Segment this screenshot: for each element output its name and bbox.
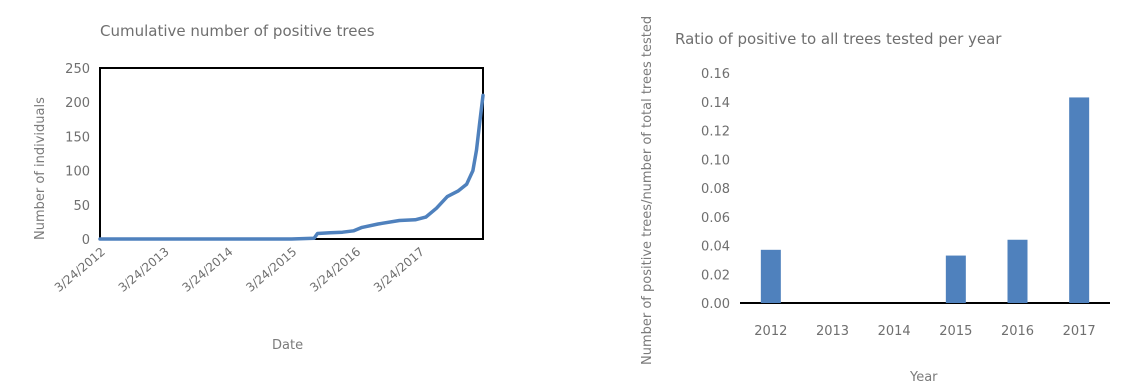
bar-2015 [945, 255, 966, 303]
bar-chart-canvas: 0.00 0.02 0.04 0.06 0.08 0.10 0.12 0.14 0.16 2012… [701, 67, 1110, 339]
y-tick-label: 0.14 [701, 96, 730, 111]
y-tick-label: 0 [82, 233, 90, 248]
ratio-chart-panel: Ratio of positive to all trees tested pe… [600, 0, 1127, 387]
y-tick-label: 0.04 [701, 240, 730, 255]
bar-2017 [1069, 97, 1090, 303]
y-tick-label: 50 [73, 199, 90, 214]
y-tick-label: 100 [65, 165, 90, 180]
bar-2016 [1007, 239, 1028, 303]
series-line [98, 93, 485, 241]
x-tick-label: 2015 [939, 324, 972, 339]
cumulative-chart-panel: Cumulative number of positive trees Numb… [0, 0, 560, 387]
bar-2012 [760, 249, 781, 303]
x-tick-label: 3/24/2015 [243, 245, 299, 295]
y-tick-label: 0.00 [701, 297, 730, 312]
x-tick-label: 2012 [754, 324, 787, 339]
y-tick-label: 0.16 [701, 67, 730, 82]
x-tick-label: 3/24/2017 [371, 245, 427, 295]
x-tick-label: 2013 [816, 324, 849, 339]
y-tick-label: 0.10 [701, 153, 730, 168]
y-tick-label: 150 [65, 130, 90, 145]
x-tick-label: 3/24/2013 [116, 245, 172, 295]
y-tick-label: 0.12 [701, 125, 730, 140]
x-tick-label: 3/24/2014 [179, 245, 235, 295]
plot-area-border [99, 67, 484, 240]
y-tick-label: 250 [65, 62, 90, 77]
chart-title: Cumulative number of positive trees [100, 22, 375, 40]
x-tick-label: 2016 [1001, 324, 1034, 339]
x-axis-title: Date [272, 338, 304, 353]
y-tick-label: 200 [65, 96, 90, 111]
x-axis-title: Year [910, 370, 938, 385]
x-tick-label: 3/24/2016 [307, 245, 363, 295]
x-tick-label: 3/24/2012 [52, 245, 108, 295]
y-tick-label: 0.06 [701, 211, 730, 226]
y-tick-label: 0.02 [701, 268, 730, 283]
x-tick-label: 2014 [878, 324, 911, 339]
chart-title: Ratio of positive to all trees tested pe… [675, 30, 1002, 48]
x-tick-label: 2017 [1063, 324, 1096, 339]
y-tick-label: 0.08 [701, 182, 730, 197]
